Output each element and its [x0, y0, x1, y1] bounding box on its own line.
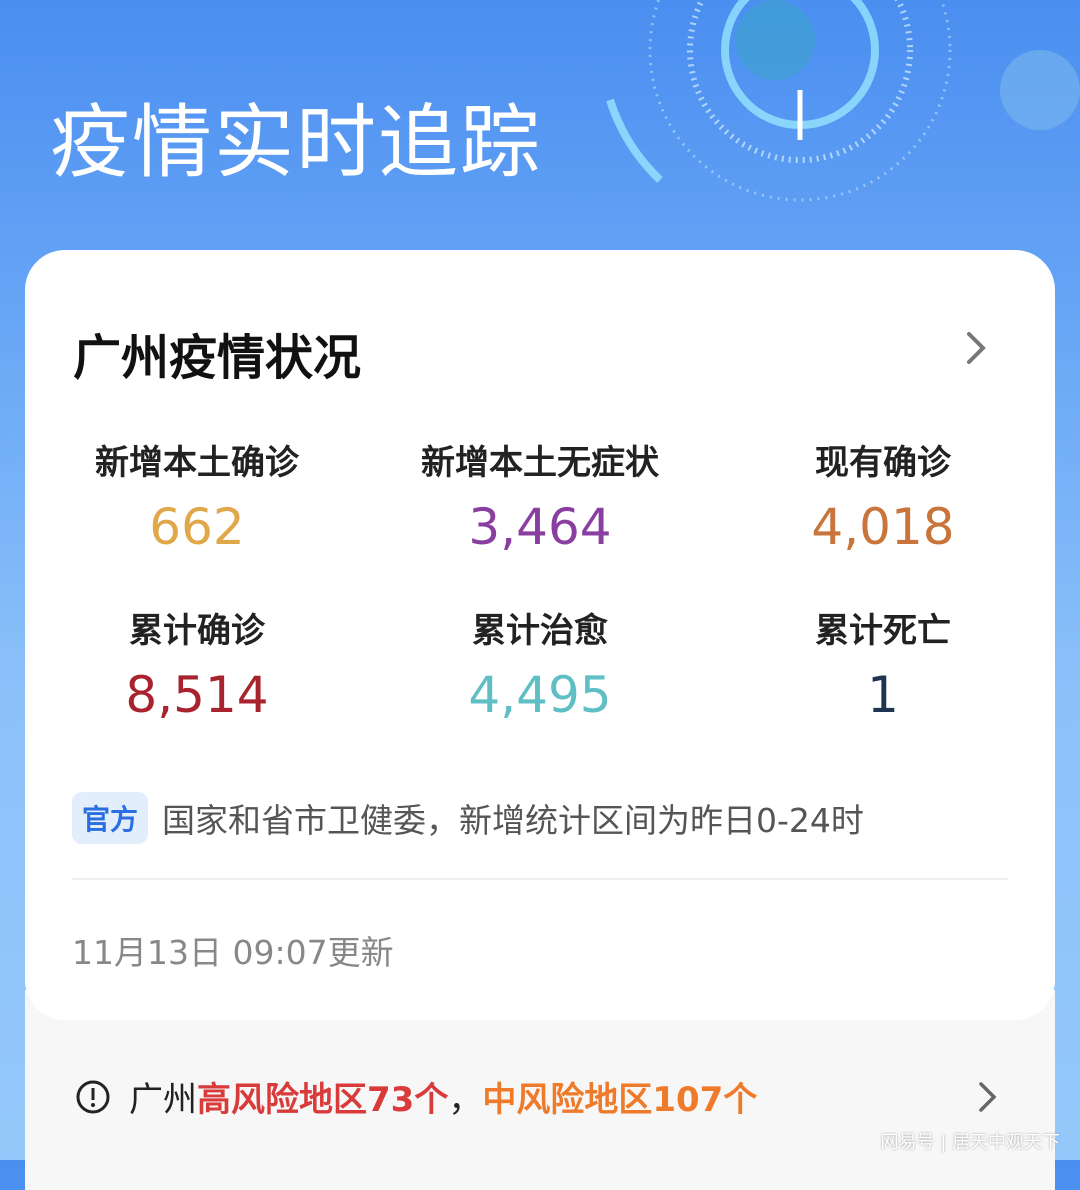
stat-value: 3,464 [468, 498, 612, 556]
stat-label: 累计确诊 [129, 611, 265, 651]
medium-risk-count: 中风险地区107个 [482, 1080, 758, 1120]
stat-label: 新增本土确诊 [95, 443, 299, 483]
update-time: 11月13日 09:07更新 [72, 933, 394, 972]
stat-current-confirmed: 现有确诊 4,018 [711, 435, 1055, 556]
risk-panel [25, 990, 1055, 1190]
page-title: 疫情实时追踪 [50, 96, 542, 189]
stat-total-confirmed: 累计确诊 8,514 [25, 603, 369, 724]
chevron-right-icon[interactable] [975, 1080, 1001, 1114]
risk-city: 广州 [129, 1080, 197, 1120]
stat-total-recovered: 累计治愈 4,495 [368, 603, 712, 724]
stat-new-asymptomatic: 新增本土无症状 3,464 [368, 435, 712, 556]
guangzhou-status-card[interactable]: 广州疫情状况 新增本土确诊 662 新增本土无症状 3,464 现有确诊 4,018 … [25, 250, 1055, 1020]
stat-value: 4,018 [811, 498, 955, 556]
stat-value: 8,514 [125, 666, 269, 724]
source-text: 国家和省市卫健委，新增统计区间为昨日0-24时 [162, 801, 864, 840]
stat-value: 1 [867, 666, 899, 724]
high-risk-count: 高风险地区73个 [197, 1080, 449, 1120]
alert-circle-icon [76, 1080, 110, 1113]
separator: ， [448, 1080, 483, 1120]
watermark: 网易号 | 居天中观天下 [880, 1132, 1060, 1153]
official-badge: 官方 [72, 792, 149, 844]
risk-area-link[interactable]: 广州 高风险地区73个 ， 中风险地区107个 [75, 1072, 757, 1121]
stat-total-deaths: 累计死亡 1 [711, 603, 1055, 724]
card-title: 广州疫情状况 [73, 330, 362, 386]
stat-label: 累计死亡 [815, 611, 951, 651]
stat-label: 累计治愈 [472, 611, 608, 651]
chevron-right-icon[interactable] [955, 328, 995, 368]
source-line: 官方 国家和省市卫健委，新增统计区间为昨日0-24时 [72, 792, 864, 844]
virus-target-illustration [606, 0, 1080, 202]
stat-new-local-confirmed: 新增本土确诊 662 [25, 435, 369, 556]
divider [72, 878, 1008, 880]
stat-value: 662 [149, 498, 245, 556]
stat-label: 现有确诊 [815, 443, 951, 483]
stat-label: 新增本土无症状 [421, 443, 659, 483]
stat-value: 4,495 [468, 666, 612, 724]
